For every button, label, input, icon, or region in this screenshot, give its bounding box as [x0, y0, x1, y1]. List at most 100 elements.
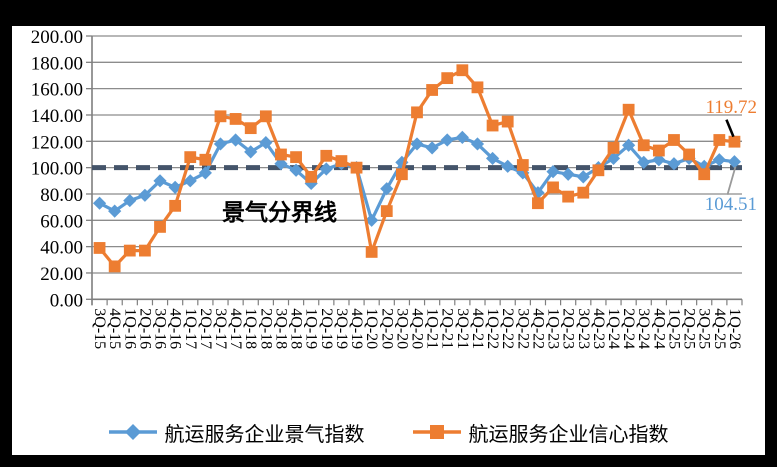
x-axis-label: 2Q-22: [499, 308, 516, 349]
annotation-prosperity-last-value: 104.51: [704, 194, 757, 215]
marker-square: [184, 151, 197, 164]
x-axis-label: 3Q-17: [212, 308, 229, 349]
marker-diamond: [410, 137, 424, 151]
marker-square: [411, 106, 423, 119]
x-axis-label: 2Q-25: [681, 308, 698, 349]
marker-square: [547, 181, 559, 194]
marker-square: [471, 81, 484, 94]
x-axis-label: 4Q-24: [650, 308, 667, 349]
x-axis-label: 1Q-20: [363, 308, 380, 349]
marker-square: [486, 119, 499, 132]
x-axis-label: 2Q-23: [560, 308, 577, 349]
marker-square: [426, 84, 439, 96]
x-axis-label: 3Q-23: [575, 308, 592, 349]
marker-square: [577, 186, 590, 199]
marker-square: [456, 64, 469, 77]
marker-square: [123, 244, 136, 257]
annotation-leader-confidence: [725, 119, 735, 138]
x-axis-label: 1Q-26: [726, 308, 743, 349]
marker-diamond: [712, 153, 726, 167]
marker-diamond: [606, 151, 621, 166]
x-axis-label: 3Q-21: [454, 308, 471, 349]
marker-square: [365, 246, 378, 258]
marker-square: [199, 153, 212, 166]
marker-diamond: [123, 193, 137, 208]
x-axis-label: 1Q-17: [182, 308, 199, 349]
x-axis-label: 3Q-22: [514, 308, 531, 349]
marker-diamond: [138, 188, 152, 202]
x-axis-label: 3Q-15: [91, 308, 108, 349]
marker-diamond: [289, 163, 303, 177]
annotation-confidence-last-value: 119.72: [705, 97, 757, 118]
y-axis-label: 140.00: [31, 106, 83, 127]
marker-diamond: [213, 137, 228, 151]
reference-line-label: 景气分界线: [222, 200, 337, 225]
marker-diamond: [561, 167, 575, 181]
marker-diamond: [425, 141, 439, 155]
marker-diamond: [576, 170, 590, 184]
legend-label-confidence: 航运服务企业信心指数: [468, 423, 669, 446]
x-axis-label: 2Q-21: [439, 308, 456, 349]
marker-square: [214, 110, 227, 123]
x-axis-label: 1Q-25: [665, 308, 682, 349]
x-axis-label: 1Q-18: [242, 308, 259, 349]
marker-diamond: [92, 196, 107, 210]
x-axis-label: 4Q-18: [288, 308, 305, 349]
marker-square: [562, 190, 575, 203]
y-axis-label: 0.00: [50, 290, 83, 311]
marker-square: [154, 220, 166, 233]
marker-square: [713, 134, 726, 146]
legend-item-confidence: 航运服务企业信心指数: [412, 418, 669, 447]
marker-diamond: [546, 164, 560, 179]
marker-diamond: [622, 138, 636, 152]
marker-diamond: [455, 130, 469, 144]
x-axis-label: 4Q-23: [590, 308, 607, 349]
marker-square: [275, 148, 287, 161]
marker-square: [320, 149, 333, 162]
x-axis-label: 4Q-15: [106, 308, 123, 349]
chart-frame: 0.00 20.00 40.00 60.00 80.00 100.00 120.00 140.…: [12, 26, 765, 455]
x-axis-label: 4Q-25: [711, 308, 728, 349]
marker-square: [698, 168, 711, 181]
marker-square: [622, 103, 635, 116]
marker-diamond: [108, 204, 122, 218]
x-axis-label: 1Q-21: [424, 308, 441, 349]
marker-square: [380, 205, 393, 217]
x-axis-label: 4Q-16: [167, 308, 184, 349]
y-axis-label: 200.00: [31, 27, 83, 48]
marker-square: [305, 170, 318, 183]
y-axis-label: 100.00: [31, 159, 83, 180]
marker-square: [532, 197, 544, 210]
y-axis-label: 80.00: [40, 185, 83, 206]
marker-square: [108, 260, 121, 273]
marker-diamond: [470, 137, 485, 151]
x-axis-label: 4Q-19: [348, 308, 365, 349]
marker-square: [652, 144, 665, 157]
marker-square: [668, 134, 680, 146]
marker-diamond: [319, 162, 333, 176]
marker-diamond: [183, 174, 197, 188]
legend-label-prosperity: 航运服务企业景气指数: [164, 423, 365, 446]
x-axis-label: 2Q-18: [257, 308, 274, 349]
x-axis-label: 3Q-20: [393, 308, 410, 349]
marker-diamond: [440, 133, 454, 147]
chart-legend: 航运服务企业景气指数 航运服务企业信心指数: [12, 417, 765, 447]
y-axis-label: 40.00: [40, 238, 83, 259]
x-axis-label: 1Q-16: [121, 308, 138, 349]
x-axis-label: 3Q-24: [635, 308, 652, 349]
marker-square: [728, 135, 741, 148]
marker-diamond: [485, 151, 500, 166]
x-axis-label: 1Q-23: [545, 308, 562, 349]
y-axis-label: 120.00: [31, 132, 83, 153]
annotation-leader-prosperity: [726, 166, 737, 195]
marker-square: [516, 159, 529, 171]
x-axis-label: 3Q-25: [696, 308, 713, 349]
marker-square: [683, 148, 695, 161]
x-axis-label: 3Q-16: [152, 308, 169, 349]
x-axis-label: 4Q-22: [529, 308, 546, 349]
y-axis-label: 60.00: [40, 211, 83, 232]
marker-square: [139, 244, 151, 257]
x-axis-label: 2Q-20: [378, 308, 395, 349]
